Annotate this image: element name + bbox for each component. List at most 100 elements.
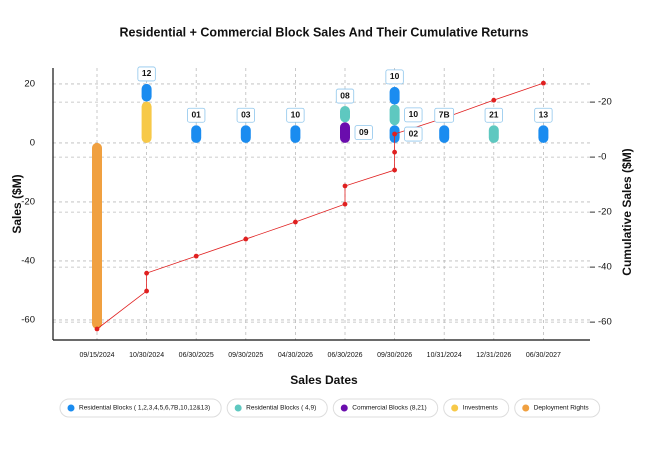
y-axis-title: Sales ($M) [10,174,24,233]
legend-pill [332,398,439,418]
segment-label: 10 [390,71,400,81]
segment-label: 21 [489,109,499,119]
legend-item: Commercial Blocks (8,21) [332,398,439,418]
segment-label: 08 [340,90,350,100]
labels: 12 01 03 10 09 08 02 10 10 7B 21 13 [137,66,553,142]
legend-item: Investments [443,398,510,418]
line-point [541,80,546,86]
chart-title: Residential + Commercial Block Sales And… [119,25,528,39]
legend-label: Deployment Rights [534,405,590,412]
label-box [335,88,355,104]
label-box [434,107,455,123]
line-point [293,219,298,225]
legend-swatch [340,404,348,412]
x-tick-label: 09/30/2026 [377,352,412,359]
segment-label-box: 12 [137,66,156,82]
segment-label-box: 10 [385,69,404,85]
bar-segment [290,125,301,143]
legend-swatch [451,404,459,412]
x-tick-label: 10/30/2024 [129,352,164,359]
segment-label-box: 21 [484,107,503,123]
legend-pill [514,398,601,418]
x-tick-label: 09/30/2025 [228,352,263,359]
grid: 20 0 -20 -40 -60 -20 -0 -20 -40 -60 09/15/2024 10/3… [21,68,612,359]
segment-label-box: 7B [434,107,455,123]
y2-tick-label: -0 [598,152,606,163]
label-box [354,125,373,141]
label-box [404,126,423,142]
x-tick-label: 04/30/2026 [278,352,313,359]
segment-label-box: 08 [335,88,355,104]
line-point [392,149,397,155]
line-point [392,167,397,173]
label-box [187,107,206,123]
bar-segment [389,86,400,105]
legend-item: Residential Blocks ( 4,9) [226,398,328,418]
segment-label: 09 [359,127,369,137]
bar-segment [389,104,400,126]
line-point [342,201,348,207]
legend-pill [443,398,510,418]
x-tick-label: 10/31/2024 [427,352,462,359]
y2-tick-label: -40 [598,262,612,273]
segment-label: 10 [409,109,419,119]
segment-label: 13 [539,109,549,119]
segment-label-box: 09 [354,125,373,141]
x-axis-title: Sales Dates [290,373,358,387]
segment-label: 12 [142,68,152,78]
label-box [385,69,404,85]
legend: Residential Blocks ( 1,2,3,4,5,6,7B,10,1… [59,398,601,418]
bar-segment [340,122,350,143]
bar-segment [92,142,102,329]
line-point [193,253,199,259]
cumulative-line [94,80,546,332]
line-point [144,270,150,276]
segment-label-box: 02 [404,126,423,142]
x-tick-label: 06/30/2025 [179,352,214,359]
bar-segment [141,101,152,143]
legend-label: Commercial Blocks (8,21) [352,405,426,412]
segment-label-box: 10 [286,107,305,123]
label-box [236,107,255,123]
y2-tick-label: -60 [598,317,612,328]
segment-label-box: 03 [236,107,255,123]
y-tick-label: 20 [24,78,35,89]
line-point [243,236,249,242]
x-tick-label: 06/30/2026 [327,352,362,359]
legend-swatch [522,404,530,412]
segment-label: 03 [241,109,251,119]
line-point [94,326,100,332]
legend-swatch [67,404,75,412]
segment-label: 10 [291,109,301,119]
y2-tick-label: -20 [598,97,612,108]
legend-pill [226,398,328,418]
line-point [491,97,497,103]
legend-item: Residential Blocks ( 1,2,3,4,5,6,7B,10,1… [59,398,222,418]
label-box [534,107,553,123]
x-tick-label: 12/31/2026 [476,352,511,359]
legend-label: Residential Blocks ( 1,2,3,4,5,6,7B,10,1… [79,405,210,412]
legend-pill [59,398,222,418]
y2-axis-title: Cumulative Sales ($M) [620,148,634,275]
bar-segment [538,125,549,143]
label-box [137,66,156,82]
x-tick-label: 09/15/2024 [79,352,114,359]
bars [92,83,549,329]
bar-segment [488,125,499,143]
line [96,82,544,330]
segment-label: 01 [191,109,201,119]
y-tick-label: -20 [21,196,35,207]
bar-segment [340,106,350,123]
legend-swatch [234,404,242,412]
y2-tick-label: -20 [598,207,612,218]
y-tick-label: -40 [21,255,35,266]
line-point [144,288,150,294]
segment-label-box: 10 [404,107,423,123]
legend-label: Investments [463,405,499,412]
line-point [392,131,397,137]
y-tick-label: 0 [30,137,35,148]
bar-segment [439,125,450,143]
bar-segment [141,83,152,102]
segment-label-box: 13 [534,107,553,123]
